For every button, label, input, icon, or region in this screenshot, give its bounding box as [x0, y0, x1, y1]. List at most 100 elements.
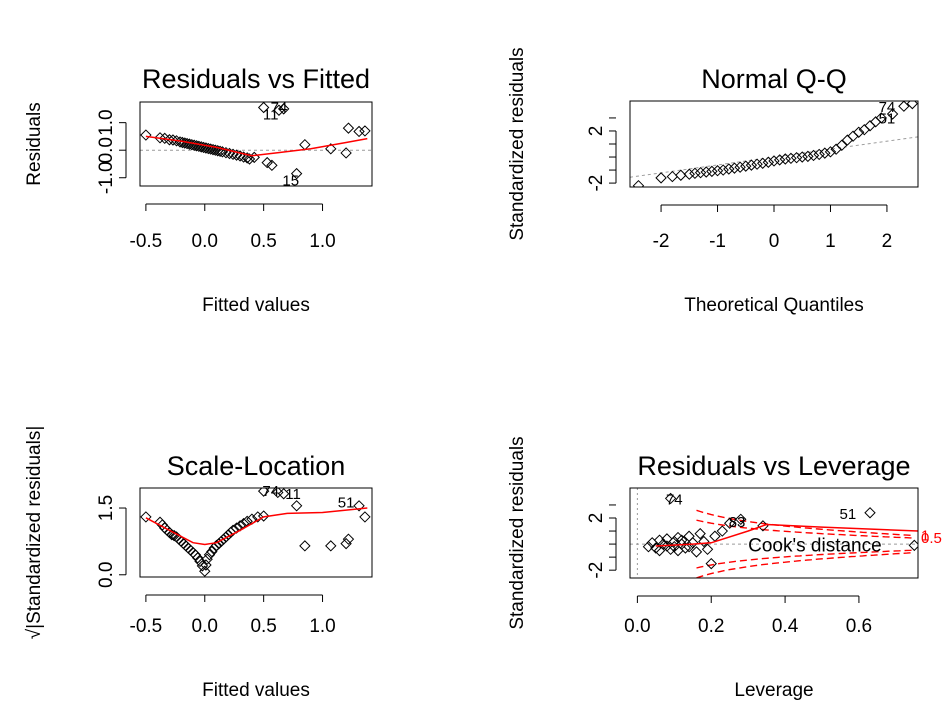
y-tick-label: 2	[586, 126, 607, 137]
x-tick-label: 0.0	[192, 231, 218, 252]
y-tick-label: 1.0	[96, 109, 117, 135]
data-point	[340, 147, 352, 159]
x-tick-label: 0.0	[624, 616, 650, 637]
data-point	[813, 148, 825, 161]
data-point	[163, 134, 176, 146]
data-point	[655, 172, 667, 184]
data-point	[706, 165, 718, 178]
data-point	[864, 120, 876, 132]
data-point	[886, 108, 899, 120]
x-axis-label: Theoretical Quantiles	[684, 295, 864, 316]
y-tick-label: 0.0	[96, 562, 117, 588]
data-point	[257, 488, 270, 497]
data-point	[675, 169, 687, 181]
data-point	[679, 542, 692, 554]
data-point	[342, 533, 355, 545]
x-tick-label: -2	[653, 231, 670, 252]
x-tick-label: 0.4	[772, 616, 799, 637]
data-point	[906, 101, 918, 110]
data-point	[666, 170, 679, 183]
point-label: 74	[879, 99, 896, 116]
data-point	[698, 535, 710, 548]
data-point	[170, 135, 183, 147]
data-point	[700, 166, 712, 178]
data-point	[227, 524, 239, 536]
y-tick-label: 2	[586, 513, 607, 524]
x-tick-label: 2	[882, 231, 893, 252]
data-point	[237, 151, 250, 163]
data-point	[875, 112, 888, 124]
data-point	[711, 165, 724, 177]
panel-4: Residuals vs Leverage Leverage Standardize…	[507, 436, 942, 701]
data-point	[299, 540, 311, 552]
data-point	[201, 553, 213, 565]
data-point	[773, 154, 786, 166]
data-point	[723, 163, 735, 175]
data-point	[191, 552, 204, 564]
data-point	[705, 557, 717, 570]
smoother-line	[145, 507, 368, 546]
data-point	[728, 162, 741, 174]
chart-title: Scale-Location	[167, 451, 346, 481]
data-point	[213, 537, 225, 550]
panel-1: Residuals vs Fitted Fitted values Residual…	[24, 64, 373, 316]
plot-frame	[629, 487, 919, 579]
data-point	[248, 151, 260, 164]
x-axis-label: Fitted values	[202, 680, 310, 701]
y-tick-label: -2	[586, 175, 607, 192]
data-point	[687, 537, 699, 549]
data-point	[359, 511, 371, 523]
cooks-distance-contour	[696, 519, 915, 539]
x-tick-label: 0.5	[250, 231, 276, 252]
data-point	[762, 156, 775, 168]
y-axis-label: Standardized residuals	[507, 436, 528, 629]
data-point	[189, 549, 202, 561]
data-point	[222, 529, 235, 541]
data-point	[690, 546, 703, 558]
data-point	[154, 132, 166, 144]
y-tick-label: 1.5	[96, 495, 117, 521]
data-point	[230, 522, 243, 534]
cooks-level-label: 0.5	[921, 530, 942, 547]
data-point	[745, 159, 758, 171]
data-point	[203, 549, 216, 561]
data-point	[273, 104, 285, 116]
point-label: 11	[285, 486, 301, 503]
x-tick-label: 0.0	[192, 616, 218, 637]
data-point	[701, 543, 714, 556]
x-tick-label: -0.5	[130, 616, 163, 637]
point-label: 11	[263, 106, 279, 123]
plot-frame	[139, 487, 373, 578]
data-point	[841, 134, 854, 146]
x-tick-label: 1.0	[309, 231, 335, 252]
data-point	[768, 155, 780, 167]
data-point	[194, 555, 206, 568]
reference-line	[630, 136, 918, 178]
data-point	[694, 527, 706, 540]
data-point	[340, 537, 352, 550]
data-point	[325, 143, 337, 155]
point-label: 74	[666, 492, 683, 509]
x-tick-label: 0.2	[698, 616, 724, 637]
data-point	[257, 102, 270, 114]
data-point	[661, 533, 673, 545]
x-tick-label: 1	[825, 231, 836, 252]
data-point	[215, 535, 227, 548]
data-point	[807, 149, 820, 162]
data-point	[206, 545, 218, 558]
x-tick-label: -0.5	[130, 231, 163, 252]
data-point	[751, 158, 763, 170]
chart-title: Residuals vs Fitted	[142, 64, 370, 94]
cooks-level-label: 1	[921, 528, 929, 545]
data-point	[819, 147, 831, 159]
data-point	[290, 167, 303, 180]
data-point	[785, 152, 797, 165]
data-point	[167, 134, 179, 146]
data-point	[657, 538, 669, 550]
data-point	[756, 157, 769, 169]
y-tick-label: 0.0	[96, 137, 117, 163]
plot-area	[140, 488, 371, 577]
point-label: 15	[282, 172, 299, 189]
data-point	[200, 559, 212, 571]
